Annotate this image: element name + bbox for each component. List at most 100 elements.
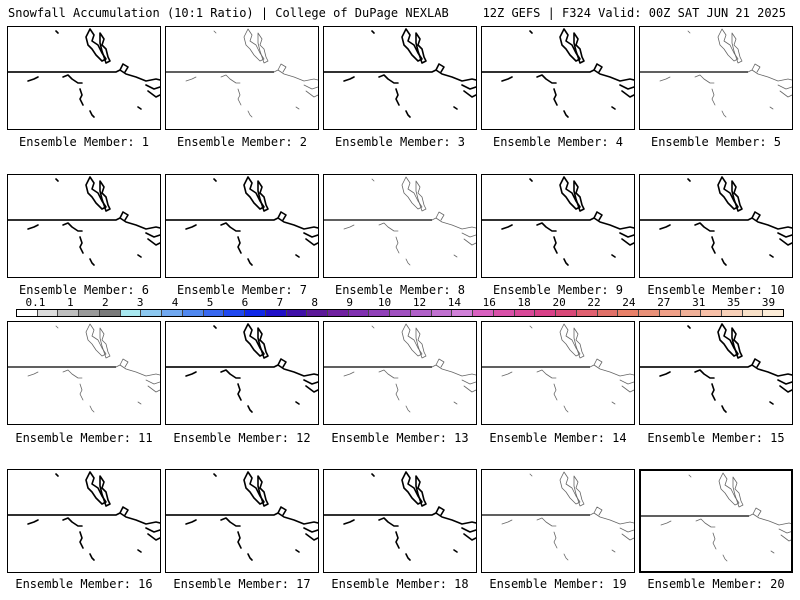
colorbar-tick-label: 6 (241, 296, 249, 309)
map-title: Snowfall Accumulation (10:1 Ratio) | Col… (8, 6, 449, 20)
ensemble-map-panel (639, 174, 793, 278)
ensemble-map-panel (7, 26, 161, 130)
map-linework (482, 176, 634, 266)
colorbar-segment (119, 310, 141, 316)
ensemble-member-label: Ensemble Member: 14 (489, 431, 627, 445)
colorbar-segment (679, 310, 701, 316)
colorbar-segment (472, 310, 493, 316)
ensemble-member-label: Ensemble Member: 6 (18, 283, 150, 297)
ensemble-member-label: Ensemble Member: 9 (492, 283, 624, 297)
colorbar-segment (264, 310, 286, 316)
valid-time: 12Z GEFS | F324 Valid: 00Z SAT JUN 21 20… (482, 6, 786, 20)
colorbar-tick-label: 1 (67, 296, 74, 309)
snowfall-colorbar (16, 309, 784, 317)
ensemble-member-label: Ensemble Member: 19 (489, 577, 627, 591)
map-linework (8, 28, 160, 118)
ensemble-map-panel (481, 174, 635, 278)
colorbar-segment (720, 310, 742, 316)
colorbar-segment (202, 310, 224, 316)
ensemble-map-panel (7, 469, 161, 573)
colorbar-segment (658, 310, 680, 316)
colorbar-tick-label: 27 (657, 296, 671, 309)
colorbar-segment (17, 310, 37, 316)
colorbar-tick-label: 0.1 (25, 296, 46, 309)
colorbar-tick-label: 8 (311, 296, 319, 309)
colorbar-segment (98, 310, 120, 316)
map-linework (640, 323, 792, 413)
colorbar-tick-label: 22 (587, 296, 601, 309)
colorbar-tick-label: 16 (482, 296, 496, 309)
colorbar-tick-label: 31 (692, 296, 706, 309)
colorbar-segment (430, 310, 452, 316)
ensemble-map-panel (481, 321, 635, 425)
colorbar-tick-label: 35 (727, 296, 741, 309)
ensemble-map-panel (165, 26, 319, 130)
ensemble-member-label: Ensemble Member: 8 (334, 283, 466, 297)
map-linework (8, 471, 160, 561)
ensemble-member-label: Ensemble Member: 16 (15, 577, 153, 591)
colorbar-segment (762, 310, 784, 316)
colorbar-tick-label: 5 (206, 296, 214, 309)
ensemble-map-panel (639, 26, 793, 130)
ensemble-member-label: Ensemble Member: 1 (18, 135, 150, 149)
colorbar-segment (327, 310, 348, 316)
colorbar-tick-label: 14 (447, 296, 461, 309)
map-linework (482, 471, 634, 561)
ensemble-map-panel (7, 321, 161, 425)
ensemble-map-panel (639, 469, 793, 573)
ensemble-member-label: Ensemble Member: 5 (650, 135, 782, 149)
ensemble-map-panel (165, 469, 319, 573)
map-linework (482, 323, 634, 413)
ensemble-map-panel (165, 321, 319, 425)
ensemble-member-label: Ensemble Member: 15 (647, 431, 785, 445)
colorbar-tick-label: 20 (552, 296, 566, 309)
ensemble-map-panel (165, 174, 319, 278)
ensemble-member-label: Ensemble Member: 13 (331, 431, 469, 445)
colorbar-tick-label: 9 (346, 296, 353, 309)
map-linework (324, 323, 476, 413)
ensemble-map-panel (481, 26, 635, 130)
colorbar-tick-label: 18 (517, 296, 531, 309)
map-linework (324, 28, 476, 118)
map-linework (166, 176, 318, 266)
colorbar-segment (223, 310, 245, 316)
colorbar-tick-label: 24 (622, 296, 636, 309)
colorbar-segment (451, 310, 473, 316)
colorbar-segment (617, 310, 639, 316)
ensemble-map-panel (323, 469, 477, 573)
colorbar-segment (741, 310, 763, 316)
ensemble-map-panel (481, 469, 635, 573)
colorbar-tick-label: 39 (761, 296, 776, 309)
map-linework (640, 176, 792, 266)
map-linework (166, 28, 318, 118)
map-linework (640, 28, 792, 118)
map-linework (8, 176, 160, 266)
colorbar-segment (596, 310, 618, 316)
ensemble-member-label: Ensemble Member: 20 (647, 577, 785, 591)
ensemble-map-panel (323, 174, 477, 278)
ensemble-member-label: Ensemble Member: 2 (176, 135, 308, 149)
colorbar-segment (306, 310, 328, 316)
colorbar-segment (285, 310, 307, 316)
colorbar-segment (575, 310, 597, 316)
ensemble-member-label: Ensemble Member: 7 (176, 283, 308, 297)
colorbar-labels: 0.1 1 2 3 4 5 6 7 8 9 10 12 14 16 18 20 22 24 27 31 35 39 (16, 296, 784, 309)
map-linework (641, 472, 791, 562)
ensemble-member-label: Ensemble Member: 10 (647, 283, 785, 297)
colorbar-segment (347, 310, 369, 316)
map-linework (482, 28, 634, 118)
colorbar-segment (513, 310, 535, 316)
colorbar-segment (492, 310, 514, 316)
ensemble-map-panel (7, 174, 161, 278)
colorbar-segment (700, 310, 721, 316)
ensemble-member-label: Ensemble Member: 12 (173, 431, 311, 445)
map-linework (8, 323, 160, 413)
ensemble-member-label: Ensemble Member: 17 (173, 577, 311, 591)
map-linework (324, 471, 476, 561)
ensemble-member-label: Ensemble Member: 4 (492, 135, 624, 149)
colorbar-segment (36, 310, 58, 316)
colorbar-segment (57, 310, 79, 316)
colorbar-segment (181, 310, 203, 316)
map-linework (324, 176, 476, 266)
colorbar-tick-label: 2 (101, 296, 109, 309)
